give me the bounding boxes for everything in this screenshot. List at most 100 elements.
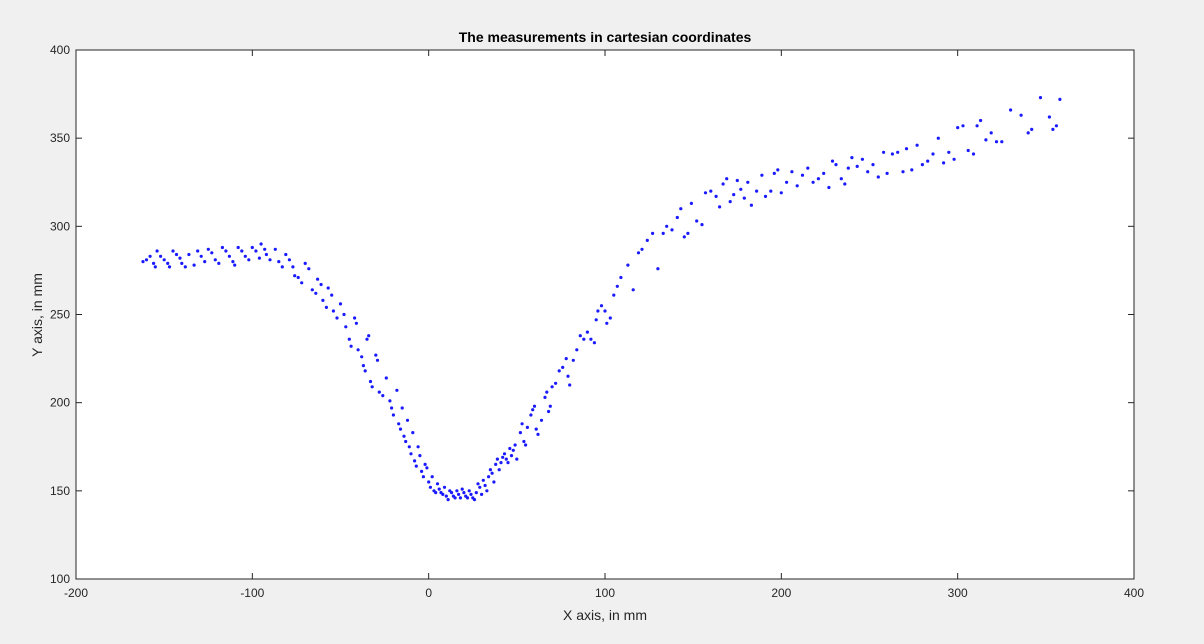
data-point <box>423 462 427 466</box>
data-point <box>920 163 925 167</box>
data-point <box>206 247 210 251</box>
data-point <box>534 427 538 431</box>
data-point <box>342 312 346 317</box>
data-point <box>360 355 364 359</box>
y-tick-label: 350 <box>50 131 70 145</box>
plot-box <box>75 49 1135 580</box>
data-point <box>575 348 579 352</box>
data-point <box>416 445 420 449</box>
data-point <box>152 261 156 265</box>
data-point <box>363 369 367 373</box>
data-point <box>196 249 200 253</box>
data-point <box>839 177 843 181</box>
data-point <box>779 191 783 195</box>
data-point <box>485 489 489 493</box>
data-point <box>187 252 191 257</box>
data-point <box>254 249 258 253</box>
data-point <box>148 254 152 258</box>
data-point <box>876 175 880 179</box>
data-point <box>174 252 179 257</box>
data-point <box>508 446 512 451</box>
data-point <box>495 457 499 461</box>
data-point <box>166 261 170 265</box>
data-point <box>703 191 708 195</box>
data-point <box>307 267 311 271</box>
data-point <box>264 252 268 257</box>
data-point <box>411 431 415 435</box>
data-point <box>806 166 810 170</box>
y-tick-label: 200 <box>50 396 70 410</box>
data-point <box>763 194 768 198</box>
data-point <box>331 309 335 313</box>
data-point <box>882 150 886 154</box>
chart-title: The measurements in cartesian coordinate… <box>459 29 752 45</box>
data-point <box>594 318 598 322</box>
data-point <box>742 196 746 200</box>
plot-area <box>76 50 1134 579</box>
data-point <box>492 480 496 484</box>
data-point <box>303 261 307 265</box>
data-point <box>709 189 713 193</box>
data-point <box>725 177 729 181</box>
data-point <box>367 334 371 338</box>
data-point <box>656 267 660 271</box>
data-point <box>599 304 604 308</box>
data-point <box>319 282 323 287</box>
data-point <box>901 170 905 174</box>
data-point <box>971 152 976 156</box>
data-point <box>199 254 203 258</box>
data-point <box>714 194 718 198</box>
data-point <box>183 265 187 269</box>
data-point <box>501 455 505 459</box>
data-point <box>480 492 484 496</box>
x-tick-label: -100 <box>240 586 264 600</box>
y-tick-label: 150 <box>50 484 70 498</box>
data-point <box>250 245 254 250</box>
data-point <box>843 182 847 186</box>
data-point <box>721 182 725 186</box>
data-point <box>1038 96 1043 100</box>
data-point <box>381 394 385 398</box>
x-axis-label: X axis, in mm <box>563 607 647 623</box>
data-point <box>749 203 754 207</box>
data-point <box>640 247 644 251</box>
data-point <box>458 496 462 500</box>
data-point <box>1030 127 1034 131</box>
data-point <box>539 418 544 422</box>
data-point <box>390 406 394 410</box>
data-point <box>830 159 835 163</box>
data-point <box>388 399 392 403</box>
data-point <box>395 388 399 392</box>
data-point <box>1058 97 1062 101</box>
data-point <box>626 263 630 267</box>
data-point <box>1047 115 1051 119</box>
data-point <box>407 445 411 449</box>
data-point <box>568 383 572 387</box>
data-point <box>735 178 739 183</box>
data-point <box>159 254 163 258</box>
data-point <box>233 263 237 267</box>
data-point <box>300 281 304 285</box>
data-point <box>550 385 554 389</box>
data-point <box>636 251 641 255</box>
data-point <box>361 364 365 368</box>
data-point <box>384 376 388 380</box>
data-point <box>520 422 524 426</box>
data-point <box>760 173 764 177</box>
data-point <box>915 143 919 147</box>
data-point <box>790 170 794 174</box>
data-point <box>210 251 214 255</box>
data-point <box>890 152 895 156</box>
data-point <box>335 316 339 320</box>
data-point <box>374 353 378 357</box>
data-point <box>153 265 157 269</box>
data-point <box>846 166 850 170</box>
data-point <box>442 485 447 489</box>
data-point <box>490 471 494 475</box>
data-point <box>441 492 445 496</box>
data-point <box>571 358 575 362</box>
data-point <box>155 249 159 253</box>
data-point <box>472 498 477 502</box>
data-point <box>1000 140 1004 144</box>
